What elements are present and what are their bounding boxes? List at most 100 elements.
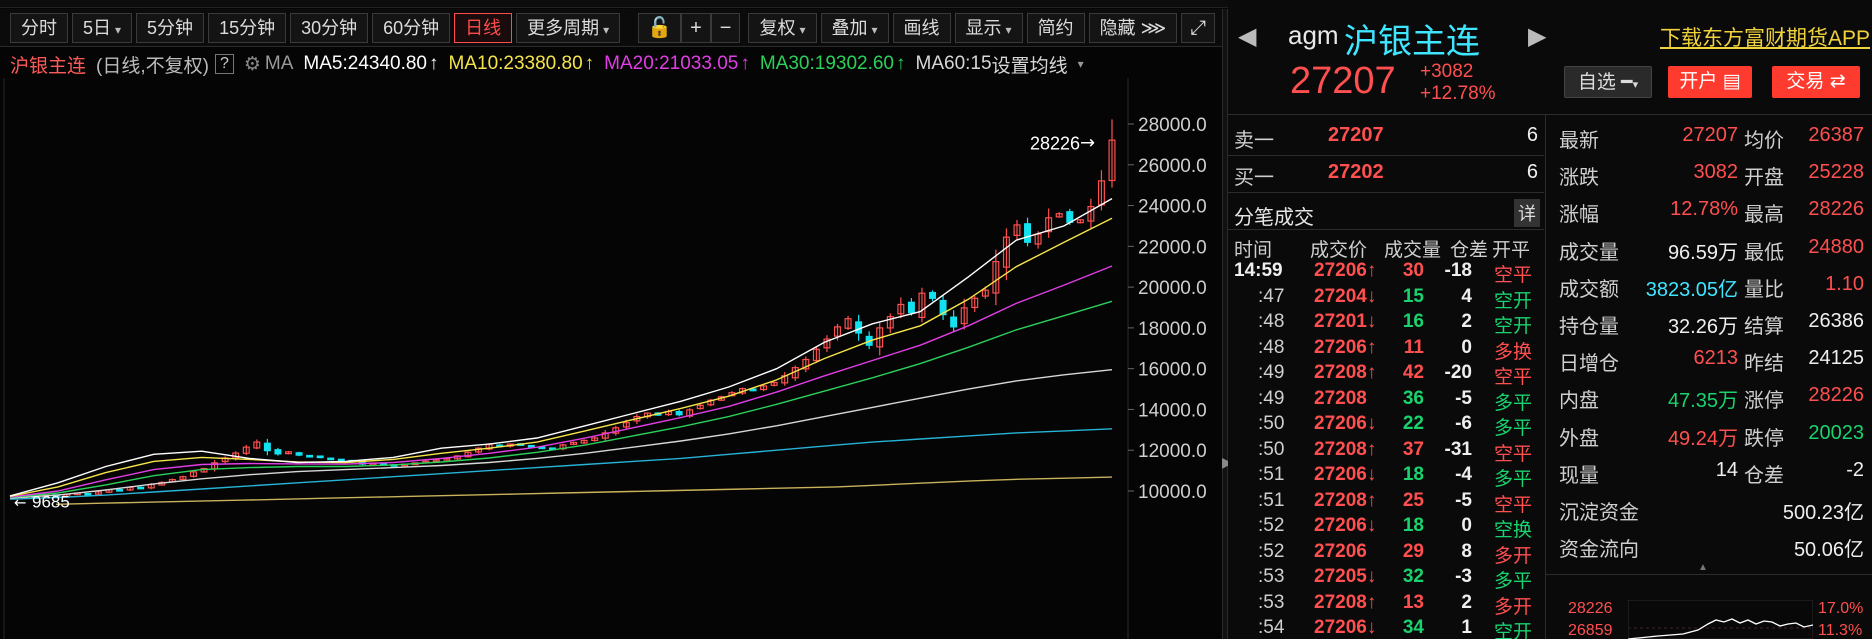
tick-volume: 29 (1402, 540, 1424, 562)
tick-oi-diff: 0 (1461, 515, 1472, 536)
tick-oi-diff: -20 (1444, 362, 1472, 383)
candle-body (274, 449, 282, 455)
candle-body (1024, 223, 1032, 243)
simple-mode-button[interactable]: 简约 (1026, 12, 1085, 43)
legend-help-button[interactable]: ? (214, 54, 234, 74)
mini-pct-mid: 11.3% (1818, 622, 1863, 639)
tick-time: :50 (1258, 438, 1285, 460)
period-5day-button[interactable]: 5日 ▾ (72, 12, 133, 43)
candle-body (284, 451, 293, 455)
gear-icon[interactable]: ⚙ (243, 53, 261, 75)
next-instrument-icon[interactable]: ▶ (1528, 23, 1547, 50)
tick-volume: 18 (1402, 464, 1424, 485)
exchange-icon: ⇄ (1829, 71, 1846, 92)
legend-settings-button[interactable]: 设置均线 (991, 55, 1068, 77)
ticks-header-col: 成交价 (1310, 240, 1368, 261)
tick-volume: 42 (1402, 362, 1424, 383)
zoom-out-icon[interactable]: − (710, 12, 741, 43)
candle-body (432, 459, 440, 463)
tick-price: 27205↓ (1314, 566, 1377, 587)
tick-open-close: 多开 (1494, 596, 1533, 618)
y-tick-label: 28000.0 (1138, 115, 1207, 136)
adjust-button[interactable]: 复权 ▾ (748, 12, 817, 43)
chevron-down-icon[interactable]: ▾ (1077, 57, 1084, 71)
period-15min-button-label: 15分钟 (219, 17, 276, 38)
y-tick-label: 18000.0 (1138, 319, 1207, 340)
candle-body (749, 388, 757, 392)
y-tick-label: 10000.0 (1138, 482, 1207, 503)
candle-body (84, 492, 92, 496)
draw-line-button[interactable]: 画线 (892, 12, 951, 43)
stat-label: 涨停 (1744, 390, 1784, 413)
collapse-arrow-icon[interactable]: ▶ (1222, 445, 1233, 479)
tick-open-close: 多换 (1494, 341, 1533, 363)
candle-body (601, 432, 609, 439)
candle-body (179, 476, 187, 481)
tick-price: 27206↓ (1314, 413, 1377, 434)
mini-pct-high: 17.0% (1818, 600, 1864, 617)
prev-instrument-icon[interactable]: ◀ (1238, 23, 1257, 50)
open-account-button[interactable]: 开户 ▤ (1668, 66, 1752, 98)
tick-oi-diff: -31 (1444, 438, 1472, 460)
fullscreen-icon[interactable]: ⤢ (1181, 12, 1216, 43)
period-60min-button[interactable]: 60分钟 (372, 12, 451, 43)
watchlist-button[interactable]: 自选 ━▾ (1564, 66, 1652, 98)
tick-oi-diff: 1 (1461, 617, 1472, 638)
mini-expand-icon[interactable]: ▲ (1698, 562, 1708, 573)
legend-ma5: MA5:24340.80 (303, 53, 427, 74)
stat-value: 96.59万 (1667, 241, 1738, 264)
download-app-link[interactable]: 下载东方富财期货APP (1660, 27, 1871, 50)
tick-time: :49 (1258, 362, 1285, 383)
stat-label: 成交量 (1559, 241, 1619, 264)
stat-value: -2 (1846, 458, 1864, 481)
tick-volume: 36 (1402, 387, 1424, 409)
fund-value: 500.23亿 (1782, 502, 1864, 524)
tick-open-close: 多平 (1494, 469, 1533, 490)
zoom-in-icon[interactable]: + (681, 12, 711, 43)
period-more-button-label: 更多周期 (527, 17, 600, 38)
tick-volume: 16 (1402, 311, 1424, 332)
stat-label: 最新 (1559, 130, 1599, 152)
instrument-name: 沪银主连 (1344, 23, 1480, 61)
candle-body (570, 441, 578, 445)
candle-body (189, 471, 197, 477)
unlock-icon[interactable]: 🔓 (638, 12, 682, 43)
tick-open-close: 多开 (1494, 545, 1533, 567)
candle-body (960, 307, 968, 325)
candle-body (897, 303, 905, 315)
kline-chart[interactable]: 28000.0 26000.0 24000.0 22000.0 20000.0 18000… (0, 78, 1222, 639)
display-button[interactable]: 显示 ▾ (954, 12, 1023, 43)
tick-time: :51 (1258, 489, 1285, 511)
period-daily-button[interactable]: 日线 (454, 12, 513, 43)
buy1-price[interactable]: 27202 (1328, 161, 1384, 183)
hide-button[interactable]: 隐藏 ⋙ (1088, 12, 1178, 43)
stat-value: 32.26万 (1667, 316, 1738, 338)
trade-button[interactable]: 交易 ⇄ (1772, 66, 1860, 98)
tick-oi-diff: 2 (1461, 311, 1472, 332)
stat-value: 28226 (1808, 384, 1864, 407)
period-more-button[interactable]: 更多周期 ▾ (516, 12, 621, 43)
orderbook-divider (1228, 155, 1544, 156)
tick-price: 27206 (1314, 540, 1367, 562)
tick-open-close: 空平 (1494, 443, 1533, 465)
ticks-detail-button[interactable]: 详 (1514, 199, 1540, 227)
y-tick-label: 22000.0 (1138, 237, 1207, 258)
panel-splitter[interactable] (1222, 9, 1228, 639)
y-tick-label: 26000.0 (1138, 156, 1207, 177)
candle-body (263, 442, 271, 452)
stat-value: 27207 (1682, 124, 1738, 146)
sell1-price[interactable]: 27207 (1328, 124, 1384, 146)
stat-value: 1.10 (1825, 272, 1864, 295)
period-intraday-button[interactable]: 分时 (10, 12, 68, 43)
stat-value: 24125 (1808, 347, 1864, 370)
period-15min-button[interactable]: 15分钟 (208, 12, 287, 43)
period-5min-button[interactable]: 5分钟 (136, 12, 205, 43)
minus-icon: ━ (1621, 72, 1633, 93)
period-30min-button[interactable]: 30分钟 (290, 12, 369, 43)
arrow-right-icon: → (1080, 132, 1095, 153)
y-tick-label: 16000.0 (1138, 360, 1207, 381)
overlay-button[interactable]: 叠加 ▾ (820, 12, 889, 43)
legend-ma10: MA10:23380.80 (448, 53, 583, 74)
ma30-line (9, 300, 1113, 499)
tick-price: 27206↑ (1314, 336, 1377, 358)
